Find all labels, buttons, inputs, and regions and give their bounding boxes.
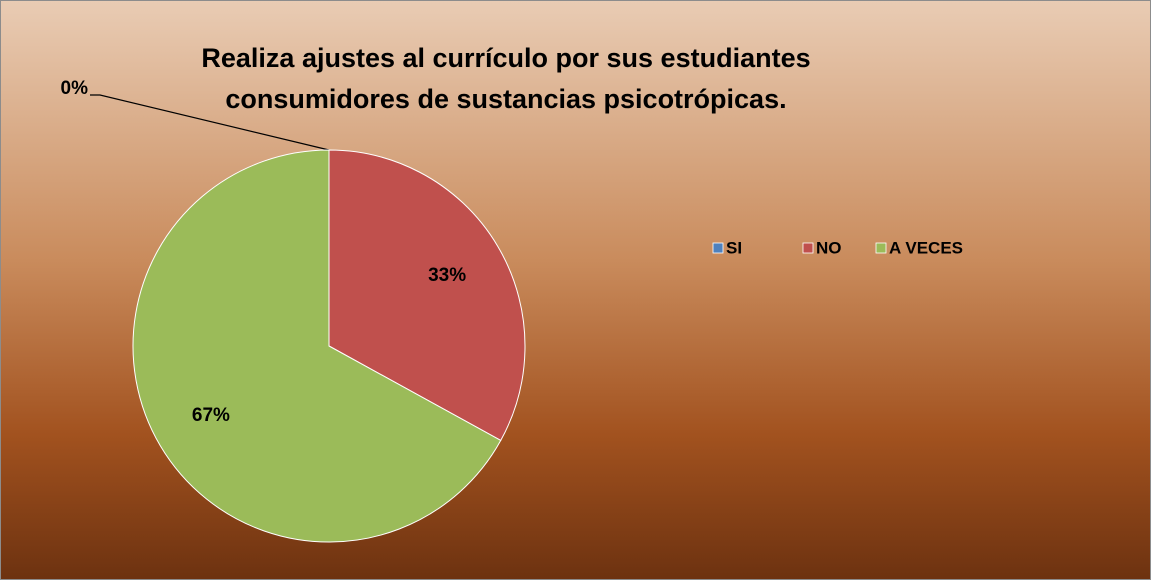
pie-slice bbox=[132, 149, 502, 543]
data-label: 67% bbox=[192, 405, 230, 426]
data-label: 0% bbox=[61, 78, 89, 99]
chart-title: Realiza ajustes al currículo por sus est… bbox=[201, 43, 810, 73]
leader-line bbox=[90, 94, 330, 151]
legend-label: SI bbox=[726, 238, 742, 257]
legend-swatch bbox=[712, 242, 724, 254]
legend-swatch bbox=[802, 242, 814, 254]
chart-title: consumidores de sustancias psicotrópicas… bbox=[225, 84, 786, 114]
legend-swatch bbox=[875, 242, 887, 254]
legend-label: NO bbox=[816, 238, 842, 257]
legend-label: A VECES bbox=[889, 238, 963, 257]
pie-slice bbox=[328, 149, 526, 442]
data-label: 33% bbox=[428, 265, 466, 286]
